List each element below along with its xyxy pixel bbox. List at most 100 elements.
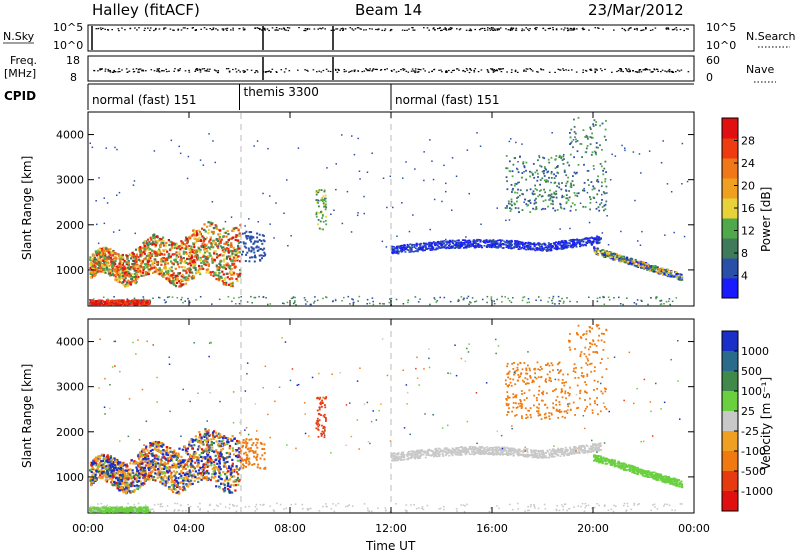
echo-cell xyxy=(206,261,209,264)
echo-cell xyxy=(591,237,594,239)
echo-cell xyxy=(201,474,205,477)
freq-point xyxy=(343,69,346,71)
echo-cell xyxy=(475,245,478,247)
echo-cell xyxy=(352,303,355,306)
echo-cell xyxy=(313,302,315,304)
nsky-point xyxy=(357,27,360,29)
echo-cell xyxy=(438,241,441,243)
echo-cell xyxy=(556,247,559,249)
echo-cell xyxy=(160,252,163,256)
echo-cell xyxy=(248,231,251,234)
echo-cell xyxy=(269,303,272,305)
echo-cell xyxy=(93,303,96,306)
freq-point xyxy=(117,71,119,73)
echo-cell xyxy=(248,218,250,220)
echo-cell xyxy=(237,239,240,242)
echo-cell xyxy=(176,261,179,264)
echo-cell xyxy=(619,303,622,305)
freq-point xyxy=(195,68,198,70)
echo-cell xyxy=(144,249,147,252)
echo-cell xyxy=(480,223,482,225)
freq-point xyxy=(656,68,658,70)
echo-cell xyxy=(169,255,172,258)
nsky-point xyxy=(177,28,180,30)
echo-cell xyxy=(186,247,189,250)
echo-cell xyxy=(95,200,97,202)
echo-cell xyxy=(579,202,582,204)
echo-cell xyxy=(179,282,182,285)
echo-cell xyxy=(590,136,593,139)
echo-cell xyxy=(115,272,118,275)
freq-point xyxy=(632,70,634,72)
echo-cell xyxy=(112,300,115,303)
echo-cell xyxy=(571,244,573,246)
echo-cell xyxy=(655,296,658,298)
nsky-point xyxy=(509,28,512,31)
freq-point xyxy=(132,68,135,70)
echo-cell xyxy=(622,303,624,306)
echo-cell xyxy=(238,234,241,237)
echo-cell xyxy=(200,265,203,268)
echo-cell xyxy=(516,197,518,199)
freq-point xyxy=(450,71,453,73)
echo-cell xyxy=(121,266,124,269)
echo-cell xyxy=(436,241,439,244)
echo-cell xyxy=(570,186,573,188)
freq-point xyxy=(676,69,679,71)
freq-point xyxy=(433,68,436,70)
echo-cell xyxy=(103,268,106,272)
echo-cell xyxy=(514,191,516,194)
echo-cell xyxy=(273,237,275,239)
echo-cell xyxy=(650,509,652,512)
echo-cell xyxy=(416,248,419,251)
echo-cell xyxy=(302,508,304,510)
echo-cell xyxy=(610,254,613,257)
echo-cell xyxy=(490,246,493,249)
echo-cell xyxy=(189,261,192,265)
echo-cell xyxy=(525,246,528,248)
echo-cell xyxy=(677,274,680,277)
freq-point xyxy=(254,72,256,74)
echo-cell xyxy=(172,273,175,276)
echo-cell xyxy=(170,269,173,272)
echo-cell xyxy=(391,247,394,249)
echo-cell xyxy=(158,267,161,270)
echo-cell xyxy=(603,209,605,212)
echo-cell xyxy=(227,251,230,254)
echo-cell xyxy=(317,223,319,226)
echo-cell xyxy=(158,268,162,271)
echo-cell xyxy=(198,230,202,233)
echo-cell xyxy=(453,244,456,246)
echo-cell xyxy=(603,167,606,170)
echo-cell xyxy=(147,257,150,260)
echo-cell xyxy=(123,508,126,511)
echo-cell xyxy=(573,171,576,174)
nsky-point xyxy=(509,29,512,31)
freq-point xyxy=(514,69,517,71)
echo-cell xyxy=(240,296,242,298)
nsky-point xyxy=(195,29,197,31)
echo-cell xyxy=(388,301,391,304)
echo-cell xyxy=(541,170,544,173)
echo-cell xyxy=(593,187,595,190)
echo-cell xyxy=(367,509,369,512)
echo-cell xyxy=(196,258,199,261)
echo-cell xyxy=(407,299,410,301)
echo-cell xyxy=(116,302,119,305)
nsky-point xyxy=(484,29,486,31)
echo-cell xyxy=(110,270,113,273)
echo-cell xyxy=(146,510,149,513)
echo-cell xyxy=(512,297,514,299)
echo-cell xyxy=(244,225,246,227)
echo-cell xyxy=(205,248,208,252)
echo-cell xyxy=(163,267,166,270)
echo-cell xyxy=(506,245,509,247)
echo-cell xyxy=(214,224,217,227)
echo-cell xyxy=(455,243,457,245)
echo-cell xyxy=(232,270,235,274)
echo-cell xyxy=(146,266,149,269)
echo-cell xyxy=(608,252,611,254)
echo-cell xyxy=(558,241,561,243)
echo-cell xyxy=(563,207,566,210)
echo-cell xyxy=(346,190,349,193)
